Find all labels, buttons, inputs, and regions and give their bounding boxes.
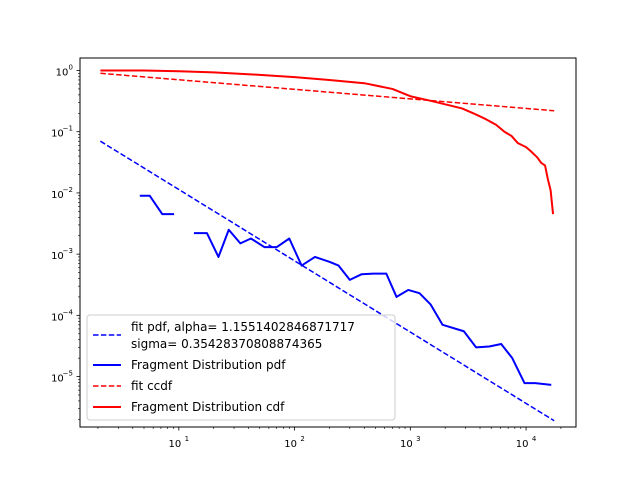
legend: fit pdf, alpha= 1.1551402846871717 sigma=…	[86, 314, 396, 421]
x-tick-label: 10	[284, 439, 297, 450]
x-axis-ticks: 10 1 10 2 10 3 10 4	[97, 427, 562, 450]
y-tick-label: 10	[56, 67, 69, 78]
x-tick-label-exponent: 4	[532, 435, 537, 443]
series-line-2-segment-2	[193, 228, 552, 386]
y-tick-label-exponent: −2	[63, 186, 73, 194]
legend-label-2: Fragment Distribution pdf	[131, 358, 286, 372]
y-tick-label-exponent: −4	[63, 308, 74, 316]
y-tick-label-exponent: −5	[63, 370, 73, 378]
y-tick-label: 10	[51, 129, 64, 140]
legend-label-4: Fragment Distribution cdf	[131, 400, 285, 414]
y-tick-label: 10	[51, 190, 64, 201]
series-line-1-segment-1	[99, 140, 555, 422]
plot-frame	[79, 57, 577, 428]
legend-box	[86, 314, 396, 421]
series-layer	[99, 69, 555, 422]
series-line-4-segment-1	[100, 69, 555, 215]
legend-label-3: fit ccdf	[131, 379, 173, 393]
y-tick-label: 10	[51, 312, 64, 323]
x-tick-label: 10	[516, 439, 529, 450]
x-tick-label-exponent: 3	[416, 435, 420, 443]
y-axis-ticks: 010−110−210−310−410−510	[51, 63, 80, 420]
y-tick-label: 10	[51, 251, 64, 262]
legend-label-1: fit pdf, alpha= 1.1551402846871717	[131, 320, 355, 334]
x-tick-label-exponent: 1	[185, 435, 189, 443]
series-line-3-segment-1	[100, 72, 555, 112]
y-tick-label: 10	[51, 374, 64, 385]
x-tick-label: 10	[400, 439, 413, 450]
x-tick-label: 10	[168, 439, 181, 450]
x-tick-label-exponent: 2	[300, 435, 304, 443]
y-tick-label-exponent: −1	[63, 125, 73, 133]
y-tick-label-exponent: 0	[69, 63, 73, 71]
legend-label-1-line-2: sigma= 0.35428370808874365	[131, 337, 322, 351]
y-tick-label-exponent: −3	[63, 247, 73, 255]
series-line-2-segment-1	[139, 194, 175, 216]
